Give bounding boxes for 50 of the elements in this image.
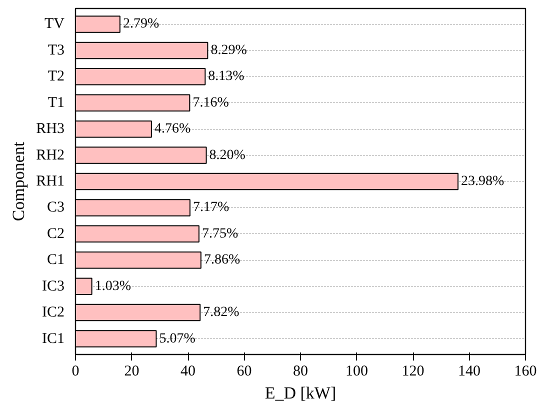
y-axis-title: Component xyxy=(9,142,28,222)
annotation: 7.82% xyxy=(203,305,240,320)
bar xyxy=(76,199,190,216)
bar xyxy=(76,42,208,60)
x-tick-label: 100 xyxy=(346,364,368,380)
annotation: 8.13% xyxy=(208,69,245,84)
bar xyxy=(76,94,190,112)
bar xyxy=(76,225,200,243)
y-tick-label: RH2 xyxy=(36,147,65,164)
y-tick-label: T3 xyxy=(48,42,65,58)
annotation: 8.20% xyxy=(209,148,246,163)
x-axis-title: E_D [kW] xyxy=(264,384,336,402)
annotation: 4.76% xyxy=(154,122,191,137)
y-tick-label: C3 xyxy=(46,200,65,216)
x-tick-label: 40 xyxy=(180,364,196,380)
y-tick-label: T1 xyxy=(48,94,65,111)
bar xyxy=(76,172,458,190)
bar xyxy=(76,304,201,322)
x-tick-label: 160 xyxy=(514,364,537,380)
x-tick-label: 120 xyxy=(402,364,424,380)
y-tick-label: T2 xyxy=(48,68,65,85)
annotation: 5.07% xyxy=(159,331,196,346)
annotation: 2.79% xyxy=(122,16,160,32)
y-tick-label: C1 xyxy=(46,252,65,268)
x-tick-label: 0 xyxy=(72,364,80,380)
annotation: 7.17% xyxy=(192,200,230,216)
bar xyxy=(76,278,92,295)
annotation: 7.75% xyxy=(202,226,238,242)
annotation: 1.03% xyxy=(94,278,132,294)
y-tick-label: RH1 xyxy=(36,174,65,190)
annotation: 7.86% xyxy=(204,252,240,268)
y-tick-label: TV xyxy=(44,16,65,32)
x-tick-label: 80 xyxy=(293,364,308,380)
x-tick-label: 20 xyxy=(124,364,140,380)
bar xyxy=(76,252,202,269)
x-tick-label: 140 xyxy=(458,364,480,380)
bar xyxy=(76,146,207,164)
annotation: 8.29% xyxy=(210,42,248,58)
annotation: 7.16% xyxy=(192,95,230,110)
y-tick-label: RH3 xyxy=(36,121,65,138)
y-tick-label: C2 xyxy=(46,226,65,242)
bar xyxy=(76,16,120,33)
y-tick-label: IC2 xyxy=(42,304,64,321)
bar xyxy=(76,330,157,348)
bar xyxy=(76,120,152,138)
y-tick-label: IC1 xyxy=(42,330,64,347)
bar xyxy=(76,68,206,86)
y-tick-label: IC3 xyxy=(42,278,64,294)
x-tick-label: 60 xyxy=(236,364,252,380)
annotation: 23.98% xyxy=(461,174,504,189)
